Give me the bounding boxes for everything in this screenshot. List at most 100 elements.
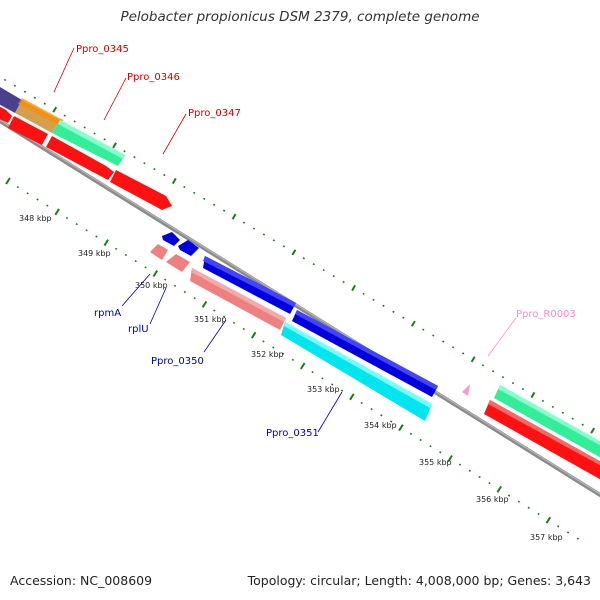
gene-arrow[interactable] bbox=[488, 400, 600, 468]
leader-line bbox=[121, 273, 151, 307]
scale-label: 350 kbp bbox=[135, 281, 168, 290]
gene-arrow[interactable] bbox=[8, 116, 48, 145]
reverse-gene-track bbox=[150, 232, 438, 421]
gene-label[interactable]: Ppro_0350 bbox=[151, 356, 204, 367]
gene-arrow[interactable] bbox=[166, 254, 190, 272]
scale-label: 349 kbp bbox=[78, 249, 111, 258]
accession-text: Accession: NC_008609 bbox=[10, 573, 153, 588]
major-tick bbox=[152, 269, 159, 278]
gene-label[interactable]: Ppro_R0003 bbox=[516, 309, 576, 320]
gene-arrow[interactable] bbox=[178, 240, 199, 256]
minor-tick bbox=[372, 298, 375, 302]
gene-arrow[interactable] bbox=[498, 385, 600, 448]
gene-arrow[interactable] bbox=[281, 322, 432, 421]
minor-tick bbox=[73, 120, 76, 123]
minor-tick bbox=[402, 316, 405, 319]
minor-tick bbox=[43, 102, 46, 105]
map-title: Pelobacter propionicus DSM 2379, complet… bbox=[120, 9, 480, 25]
minor-tick bbox=[442, 340, 445, 343]
gene-arrow[interactable] bbox=[18, 98, 64, 125]
gene-arrow[interactable] bbox=[52, 120, 125, 166]
minor-tick bbox=[83, 126, 86, 129]
gene-arrow[interactable] bbox=[162, 232, 180, 246]
gene-arrow[interactable] bbox=[284, 322, 432, 408]
minor-tick bbox=[340, 389, 344, 392]
scale-label: 352 kbp bbox=[251, 350, 284, 359]
gene-arrow[interactable] bbox=[0, 104, 12, 123]
gene-arrow[interactable] bbox=[203, 256, 296, 307]
minor-tick bbox=[380, 414, 383, 417]
minor-tick bbox=[272, 239, 276, 242]
minor-tick bbox=[13, 84, 17, 88]
minor-tick bbox=[322, 269, 325, 272]
minor-tick bbox=[75, 223, 78, 226]
minor-tick bbox=[124, 253, 128, 257]
rna-marker[interactable] bbox=[462, 384, 470, 396]
gene-arrow[interactable] bbox=[46, 136, 114, 180]
minor-tick bbox=[302, 257, 305, 260]
major-tick bbox=[171, 177, 177, 185]
minor-tick bbox=[222, 209, 226, 212]
leader-line bbox=[203, 319, 227, 353]
major-tick bbox=[300, 362, 306, 370]
minor-tick bbox=[557, 525, 560, 528]
minor-tick bbox=[342, 280, 345, 284]
minor-tick bbox=[439, 451, 442, 454]
minor-tick bbox=[163, 173, 166, 177]
minor-tick bbox=[23, 90, 27, 93]
minor-tick bbox=[16, 185, 20, 189]
scale-label: 356 kbp bbox=[476, 495, 509, 504]
gene-label[interactable]: Ppro_0345 bbox=[76, 44, 129, 55]
minor-tick bbox=[541, 399, 545, 403]
major-tick bbox=[250, 331, 257, 339]
genome-backbone bbox=[0, 118, 600, 498]
major-tick bbox=[103, 239, 109, 247]
minor-tick bbox=[282, 245, 286, 248]
scale-label: 348 kbp bbox=[19, 214, 52, 223]
gene-arrow[interactable] bbox=[484, 400, 600, 482]
minor-tick bbox=[46, 204, 49, 207]
minor-tick bbox=[134, 259, 137, 263]
minor-tick bbox=[390, 420, 393, 423]
minor-tick bbox=[183, 290, 187, 294]
minor-tick bbox=[370, 407, 373, 411]
scale-label: 354 kbp bbox=[364, 421, 397, 430]
minor-tick bbox=[362, 292, 365, 296]
major-tick bbox=[545, 516, 552, 524]
minor-tick bbox=[331, 383, 334, 386]
gene-arrow[interactable] bbox=[110, 170, 172, 210]
scale-label: 357 kbp bbox=[530, 533, 563, 542]
minor-tick bbox=[429, 445, 432, 448]
gene-labels: Ppro_0345 Ppro_0346 Ppro_0347 rpmA rplU … bbox=[76, 44, 576, 439]
gene-label[interactable]: rplU bbox=[128, 324, 149, 335]
scale-label: 353 kbp bbox=[307, 385, 340, 394]
minor-tick bbox=[312, 263, 315, 266]
minor-tick bbox=[242, 327, 245, 331]
major-tick bbox=[530, 391, 536, 399]
minor-tick bbox=[272, 346, 275, 349]
minor-tick bbox=[252, 227, 256, 230]
minor-tick bbox=[213, 309, 216, 312]
gene-arrow[interactable] bbox=[295, 310, 438, 390]
minor-tick bbox=[566, 531, 570, 534]
scale-labels: 348 kbp 349 kbp 350 kbp 351 kbp 352 kbp … bbox=[19, 214, 563, 542]
minor-tick bbox=[133, 156, 136, 159]
gene-arrow[interactable] bbox=[150, 244, 168, 260]
major-tick bbox=[398, 424, 404, 432]
gene-label[interactable]: Ppro_0347 bbox=[188, 108, 241, 119]
gene-label[interactable]: rpmA bbox=[94, 308, 121, 319]
gene-label[interactable]: Ppro_0351 bbox=[266, 428, 319, 439]
gene-arrow[interactable] bbox=[0, 84, 22, 113]
gene-arrow[interactable] bbox=[494, 385, 600, 460]
minor-tick bbox=[537, 512, 540, 516]
gene-arrow[interactable] bbox=[58, 120, 125, 159]
minor-tick bbox=[581, 423, 584, 426]
minor-tick bbox=[193, 191, 196, 195]
gene-label[interactable]: Ppro_0346 bbox=[127, 72, 180, 83]
minor-tick bbox=[3, 78, 7, 82]
gene-arrow[interactable] bbox=[191, 268, 286, 322]
major-tick bbox=[112, 142, 117, 149]
minor-tick bbox=[409, 432, 413, 435]
minor-tick bbox=[551, 405, 554, 409]
